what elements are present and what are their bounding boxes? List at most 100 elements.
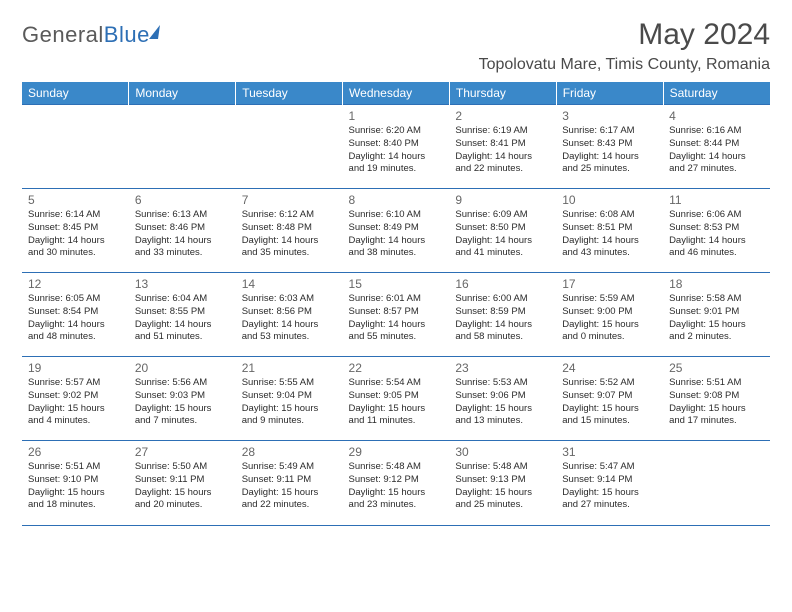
day-info: Sunrise: 6:14 AMSunset: 8:45 PMDaylight:…	[28, 209, 123, 260]
day-info: Sunrise: 6:05 AMSunset: 8:54 PMDaylight:…	[28, 293, 123, 344]
day-number: 5	[28, 193, 123, 207]
day-number: 10	[562, 193, 657, 207]
calendar-row: 26 Sunrise: 5:51 AMSunset: 9:10 PMDayligh…	[22, 441, 770, 525]
day-info: Sunrise: 6:04 AMSunset: 8:55 PMDaylight:…	[135, 293, 230, 344]
calendar-cell: 5 Sunrise: 6:14 AMSunset: 8:45 PMDaylight…	[22, 189, 129, 273]
calendar-cell: 17 Sunrise: 5:59 AMSunset: 9:00 PMDayligh…	[556, 273, 663, 357]
day-number: 6	[135, 193, 230, 207]
calendar-cell: 1 Sunrise: 6:20 AMSunset: 8:40 PMDaylight…	[343, 105, 450, 189]
weekday-header: Wednesday	[343, 82, 450, 105]
day-info: Sunrise: 5:57 AMSunset: 9:02 PMDaylight:…	[28, 377, 123, 428]
logo-text: GeneralBlue	[22, 22, 150, 48]
day-info: Sunrise: 6:19 AMSunset: 8:41 PMDaylight:…	[455, 125, 550, 176]
day-info: Sunrise: 6:16 AMSunset: 8:44 PMDaylight:…	[669, 125, 764, 176]
calendar-cell: 26 Sunrise: 5:51 AMSunset: 9:10 PMDayligh…	[22, 441, 129, 525]
calendar-cell: 18 Sunrise: 5:58 AMSunset: 9:01 PMDayligh…	[663, 273, 770, 357]
day-info: Sunrise: 6:13 AMSunset: 8:46 PMDaylight:…	[135, 209, 230, 260]
day-number: 31	[562, 445, 657, 459]
day-number: 24	[562, 361, 657, 375]
day-info: Sunrise: 5:51 AMSunset: 9:10 PMDaylight:…	[28, 461, 123, 512]
day-info: Sunrise: 5:49 AMSunset: 9:11 PMDaylight:…	[242, 461, 337, 512]
calendar-cell: 30Sunrise: 5:48 AMSunset: 9:13 PMDayligh…	[449, 441, 556, 525]
day-number: 12	[28, 277, 123, 291]
calendar-cell: 3 Sunrise: 6:17 AMSunset: 8:43 PMDaylight…	[556, 105, 663, 189]
day-number: 23	[455, 361, 550, 375]
calendar-cell	[129, 105, 236, 189]
day-info: Sunrise: 5:59 AMSunset: 9:00 PMDaylight:…	[562, 293, 657, 344]
day-number: 15	[349, 277, 444, 291]
bottom-rule	[22, 525, 770, 526]
calendar-cell: 6 Sunrise: 6:13 AMSunset: 8:46 PMDaylight…	[129, 189, 236, 273]
day-info: Sunrise: 6:17 AMSunset: 8:43 PMDaylight:…	[562, 125, 657, 176]
weekday-header: Tuesday	[236, 82, 343, 105]
calendar-row: 1 Sunrise: 6:20 AMSunset: 8:40 PMDaylight…	[22, 105, 770, 189]
calendar-row: 5 Sunrise: 6:14 AMSunset: 8:45 PMDaylight…	[22, 189, 770, 273]
day-info: Sunrise: 6:12 AMSunset: 8:48 PMDaylight:…	[242, 209, 337, 260]
day-info: Sunrise: 5:48 AMSunset: 9:12 PMDaylight:…	[349, 461, 444, 512]
day-number: 8	[349, 193, 444, 207]
day-number: 13	[135, 277, 230, 291]
day-info: Sunrise: 5:52 AMSunset: 9:07 PMDaylight:…	[562, 377, 657, 428]
title-block: May 2024 Topolovatu Mare, Timis County, …	[479, 18, 770, 74]
day-info: Sunrise: 6:00 AMSunset: 8:59 PMDaylight:…	[455, 293, 550, 344]
day-info: Sunrise: 6:08 AMSunset: 8:51 PMDaylight:…	[562, 209, 657, 260]
calendar-cell: 14Sunrise: 6:03 AMSunset: 8:56 PMDayligh…	[236, 273, 343, 357]
calendar: Sunday Monday Tuesday Wednesday Thursday…	[22, 82, 770, 525]
calendar-cell: 25 Sunrise: 5:51 AMSunset: 9:08 PMDayligh…	[663, 357, 770, 441]
day-info: Sunrise: 5:47 AMSunset: 9:14 PMDaylight:…	[562, 461, 657, 512]
calendar-cell: 15 Sunrise: 6:01 AMSunset: 8:57 PMDayligh…	[343, 273, 450, 357]
calendar-cell: 8 Sunrise: 6:10 AMSunset: 8:49 PMDaylight…	[343, 189, 450, 273]
weekday-header: Thursday	[449, 82, 556, 105]
calendar-cell: 10 Sunrise: 6:08 AMSunset: 8:51 PMDayligh…	[556, 189, 663, 273]
calendar-cell: 28Sunrise: 5:49 AMSunset: 9:11 PMDayligh…	[236, 441, 343, 525]
day-number: 29	[349, 445, 444, 459]
calendar-cell: 9 Sunrise: 6:09 AMSunset: 8:50 PMDaylight…	[449, 189, 556, 273]
day-info: Sunrise: 5:56 AMSunset: 9:03 PMDaylight:…	[135, 377, 230, 428]
day-number: 20	[135, 361, 230, 375]
calendar-cell	[236, 105, 343, 189]
day-number: 3	[562, 109, 657, 123]
calendar-cell: 16Sunrise: 6:00 AMSunset: 8:59 PMDayligh…	[449, 273, 556, 357]
day-number: 9	[455, 193, 550, 207]
day-info: Sunrise: 5:48 AMSunset: 9:13 PMDaylight:…	[455, 461, 550, 512]
logo-arrow-icon	[149, 25, 160, 39]
day-info: Sunrise: 5:51 AMSunset: 9:08 PMDaylight:…	[669, 377, 764, 428]
day-number: 26	[28, 445, 123, 459]
calendar-cell: 2Sunrise: 6:19 AMSunset: 8:41 PMDaylight…	[449, 105, 556, 189]
calendar-cell	[663, 441, 770, 525]
day-number: 19	[28, 361, 123, 375]
weekday-header: Friday	[556, 82, 663, 105]
calendar-cell: 12 Sunrise: 6:05 AMSunset: 8:54 PMDayligh…	[22, 273, 129, 357]
day-number: 1	[349, 109, 444, 123]
calendar-cell	[22, 105, 129, 189]
calendar-cell: 21Sunrise: 5:55 AMSunset: 9:04 PMDayligh…	[236, 357, 343, 441]
day-info: Sunrise: 6:09 AMSunset: 8:50 PMDaylight:…	[455, 209, 550, 260]
calendar-row: 19 Sunrise: 5:57 AMSunset: 9:02 PMDayligh…	[22, 357, 770, 441]
day-info: Sunrise: 6:10 AMSunset: 8:49 PMDaylight:…	[349, 209, 444, 260]
logo-word2: Blue	[104, 22, 150, 47]
calendar-cell: 13 Sunrise: 6:04 AMSunset: 8:55 PMDayligh…	[129, 273, 236, 357]
calendar-cell: 22Sunrise: 5:54 AMSunset: 9:05 PMDayligh…	[343, 357, 450, 441]
calendar-row: 12 Sunrise: 6:05 AMSunset: 8:54 PMDayligh…	[22, 273, 770, 357]
day-number: 18	[669, 277, 764, 291]
day-info: Sunrise: 6:06 AMSunset: 8:53 PMDaylight:…	[669, 209, 764, 260]
day-number: 17	[562, 277, 657, 291]
day-info: Sunrise: 6:01 AMSunset: 8:57 PMDaylight:…	[349, 293, 444, 344]
calendar-cell: 24 Sunrise: 5:52 AMSunset: 9:07 PMDayligh…	[556, 357, 663, 441]
day-number: 11	[669, 193, 764, 207]
calendar-cell: 27Sunrise: 5:50 AMSunset: 9:11 PMDayligh…	[129, 441, 236, 525]
calendar-cell: 20 Sunrise: 5:56 AMSunset: 9:03 PMDayligh…	[129, 357, 236, 441]
month-title: May 2024	[479, 18, 770, 52]
day-info: Sunrise: 5:50 AMSunset: 9:11 PMDaylight:…	[135, 461, 230, 512]
day-info: Sunrise: 5:54 AMSunset: 9:05 PMDaylight:…	[349, 377, 444, 428]
day-info: Sunrise: 6:03 AMSunset: 8:56 PMDaylight:…	[242, 293, 337, 344]
weekday-header: Saturday	[663, 82, 770, 105]
day-number: 25	[669, 361, 764, 375]
header: GeneralBlue May 2024 Topolovatu Mare, Ti…	[22, 18, 770, 74]
calendar-cell: 11 Sunrise: 6:06 AMSunset: 8:53 PMDayligh…	[663, 189, 770, 273]
day-info: Sunrise: 6:20 AMSunset: 8:40 PMDaylight:…	[349, 125, 444, 176]
day-info: Sunrise: 5:58 AMSunset: 9:01 PMDaylight:…	[669, 293, 764, 344]
calendar-cell: 7Sunrise: 6:12 AMSunset: 8:48 PMDaylight…	[236, 189, 343, 273]
location: Topolovatu Mare, Timis County, Romania	[479, 56, 770, 74]
logo-word1: General	[22, 22, 104, 47]
